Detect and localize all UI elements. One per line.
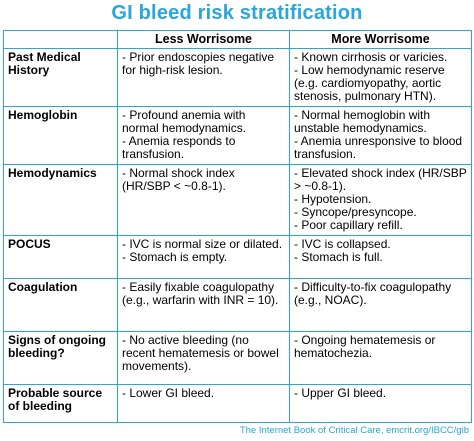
table-row: Past Medical History - Prior endoscopies … xyxy=(3,48,472,107)
bullet-item: - Lower GI bleed. xyxy=(122,386,215,400)
header-more-worrisome: More Worrisome xyxy=(289,30,472,49)
bullet-item: - Known cirrhosis or varicies. xyxy=(294,50,448,64)
bullet-item: - Stomach is empty. xyxy=(122,250,228,264)
less-worrisome-cell: - Normal shock index (HR/SBP < ~0.8-1). xyxy=(117,164,290,236)
bullet-item: - Poor capillary refill. xyxy=(294,218,403,232)
bullet-item: - IVC is normal size or dilated. xyxy=(122,237,283,251)
less-worrisome-cell: - Easily fixable coagulopathy (e.g., war… xyxy=(117,278,290,332)
table-body: Past Medical History - Prior endoscopies … xyxy=(3,48,472,423)
table-row: Signs of ongoing bleeding? - No active bl… xyxy=(3,331,472,385)
bullet-item: - Elevated shock index (HR/SBP > ~0.8-1)… xyxy=(294,166,467,193)
less-worrisome-cell: - No active bleeding (no recent hemateme… xyxy=(117,331,290,385)
bullet-item: - Easily fixable coagulopathy (e.g., war… xyxy=(122,280,279,307)
source-credit: The Internet Book of Critical Care, emcr… xyxy=(239,425,469,436)
less-worrisome-cell: - Profound anemia with normal hemodynami… xyxy=(117,106,290,165)
more-worrisome-cell: - Normal hemoglobin with unstable hemody… xyxy=(289,106,472,165)
row-label: Signs of ongoing bleeding? xyxy=(3,331,118,385)
more-worrisome-cell: - Elevated shock index (HR/SBP > ~0.8-1)… xyxy=(289,164,472,236)
more-worrisome-cell: - Upper GI bleed. xyxy=(289,384,472,423)
header-blank xyxy=(3,30,118,49)
table-row: Hemoglobin - Profound anemia with normal … xyxy=(3,106,472,165)
page-title: GI bleed risk stratification xyxy=(111,2,363,24)
table-row: Coagulation - Easily fixable coagulopathy… xyxy=(3,278,472,332)
more-worrisome-cell: - Known cirrhosis or varicies. - Low hemo… xyxy=(289,48,472,107)
row-label: POCUS xyxy=(3,235,118,279)
bullet-item: - Anemia responds to transfusion. xyxy=(122,134,236,161)
bullet-item: - Normal shock index (HR/SBP < ~0.8-1). xyxy=(122,166,235,193)
bullet-item: - Normal hemoglobin with unstable hemody… xyxy=(294,108,431,135)
bullet-item: - Stomach is full. xyxy=(294,250,383,264)
risk-table: Less Worrisome More Worrisome Past Medic… xyxy=(3,30,472,423)
row-label: Coagulation xyxy=(3,278,118,332)
table-header-row: Less Worrisome More Worrisome xyxy=(3,30,472,49)
header-less-worrisome: Less Worrisome xyxy=(117,30,290,49)
row-label: Past Medical History xyxy=(3,48,118,107)
more-worrisome-cell: - Ongoing hematemesis or hematochezia. xyxy=(289,331,472,385)
bullet-item: - Upper GI bleed. xyxy=(294,386,387,400)
less-worrisome-cell: - Prior endoscopies negative for high-ri… xyxy=(117,48,290,107)
more-worrisome-cell: - Difficulty-to-fix coagulopathy (e.g., … xyxy=(289,278,472,332)
table-row: Probable source of bleeding - Lower GI bl… xyxy=(3,384,472,423)
row-label: Probable source of bleeding xyxy=(3,384,118,423)
bullet-item: - Anemia unresponsive to blood transfusi… xyxy=(294,134,463,161)
bullet-item: - IVC is collapsed. xyxy=(294,237,391,251)
bullet-item: - Difficulty-to-fix coagulopathy (e.g., … xyxy=(294,280,452,307)
bullet-item: - Profound anemia with normal hemodynami… xyxy=(122,108,247,135)
bullet-item: - Hypotension. xyxy=(294,192,372,206)
bullet-item: - Low hemodynamic reserve (e.g. cardiomy… xyxy=(294,63,445,103)
bullet-item: - Ongoing hematemesis or hematochezia. xyxy=(294,333,436,360)
table-row: POCUS - IVC is normal size or dilated. - S… xyxy=(3,235,472,279)
less-worrisome-cell: - Lower GI bleed. xyxy=(117,384,290,423)
bullet-item: - Syncope/presyncope. xyxy=(294,205,417,219)
table-row: Hemodynamics - Normal shock index (HR/SBP… xyxy=(3,164,472,236)
row-label: Hemodynamics xyxy=(3,164,118,236)
bullet-item: - No active bleeding (no recent hemateme… xyxy=(122,333,279,373)
more-worrisome-cell: - IVC is collapsed. - Stomach is full. xyxy=(289,235,472,279)
bullet-item: - Prior endoscopies negative for high-ri… xyxy=(122,50,275,77)
row-label: Hemoglobin xyxy=(3,106,118,165)
less-worrisome-cell: - IVC is normal size or dilated. - Stomac… xyxy=(117,235,290,279)
